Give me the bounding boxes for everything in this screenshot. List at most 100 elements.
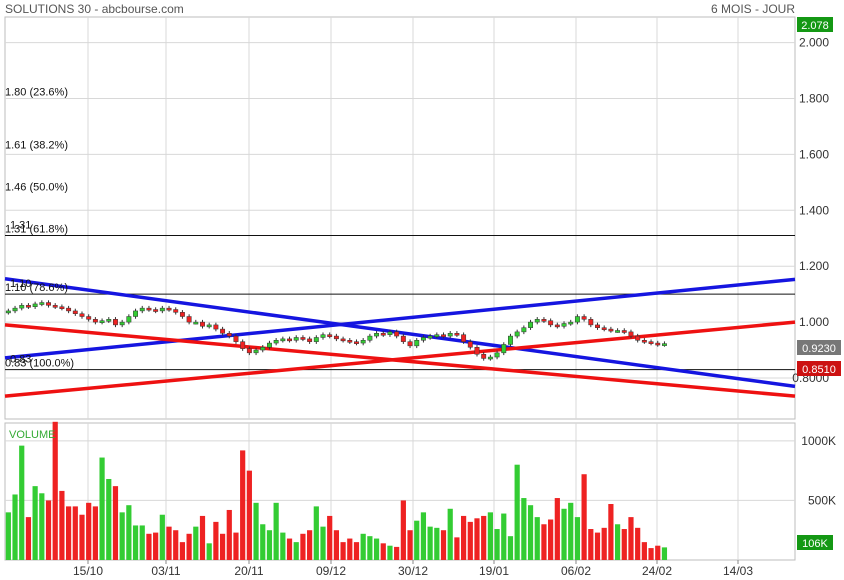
candle-body [554,324,560,328]
last-price-tag: 0.9230 [797,340,841,355]
volume-bar [199,515,206,560]
candle-body [354,341,359,344]
candle-body [246,348,252,354]
candle-body [25,305,31,308]
volume-bar [72,506,78,560]
candle-body [72,310,78,314]
volume-bar [581,474,587,560]
volume-bar [541,524,547,560]
candle-body [139,307,145,312]
volume-bar [400,500,406,560]
volume-bar [353,542,360,560]
candle-body [159,307,165,312]
candle-body [200,321,205,327]
price-tick-label: 2.000 [799,36,829,50]
volume-bar [19,445,25,560]
candle-body [534,319,540,323]
volume-bar [5,512,11,560]
volume-bar [79,514,85,560]
volume-bar [507,536,514,560]
volume-tick-label: 1000K [801,434,836,448]
volume-bar [286,538,293,560]
candle-body [360,340,366,344]
volume-last-tag: 106K [797,535,833,550]
candle-body [266,342,272,348]
candle-body [461,334,467,342]
date-tick-label: 14/03 [723,564,753,578]
volume-bar [146,533,152,560]
volume-bar [320,526,326,560]
candle-body [186,316,192,323]
chart-title: SOLUTIONS 30 - abcbourse.com [5,2,184,16]
candle-body [427,335,433,339]
candle-body [467,341,473,348]
candle-body [340,338,346,342]
candle-body [595,324,600,328]
candle-body [548,320,554,326]
volume-bar [514,464,520,560]
candle-body [387,331,393,335]
candle-body [119,321,125,326]
volume-bar [387,545,393,560]
volume-bar [621,529,627,560]
candle-body [528,321,534,328]
volume-bar [126,505,132,560]
candle-body [19,305,25,309]
volume-bar [119,512,125,560]
volume-bar [112,486,119,560]
candle-body [608,328,614,332]
price-tick-label: 1.800 [799,92,829,106]
volume-bar [641,542,647,560]
fibonacci-labels: 1.80 (23.6%) 1.61 (38.2%) 1.46 (50.0%) 1.31… [5,87,74,370]
volume-bar [440,530,447,560]
price-tick-label: 1.000 [799,315,829,329]
high-tag-bg [797,17,833,32]
candle-body [374,333,380,337]
volume-bar [66,506,72,560]
volume-bar [333,530,339,560]
candle-body [407,341,413,347]
candle-body [501,344,507,354]
candle-body [39,302,45,305]
volume-tag-value: 106K [802,538,828,550]
candle-body [661,343,667,346]
candle-body [193,321,199,325]
price-tick-label: 1.200 [799,259,829,273]
volume-bar [548,519,554,560]
candle-body [153,309,159,312]
candle-body [280,338,286,342]
volume-bar [206,543,212,560]
candle-body [320,334,326,338]
volume-bar [246,470,252,560]
candle-body [66,307,72,312]
candle-body [447,333,453,337]
volume-bar [414,520,420,560]
volume-bar [307,530,313,560]
candle-body [333,335,339,340]
volume-bar [240,450,246,560]
volume-bar [273,502,279,560]
candle-body [79,313,85,317]
volume-bar [12,494,18,560]
candle-body [146,307,152,311]
price-tick-label: 1.400 [799,203,829,217]
volume-bar [59,490,65,560]
volume-bar [635,527,641,560]
candle-body [434,334,440,337]
candle-body [487,356,493,360]
candle-body [454,333,460,336]
candle-body [253,349,259,354]
volume-bar [193,526,199,560]
volume-bar [427,526,433,560]
candle-body [481,353,487,359]
volume-bar [340,542,346,560]
volume-bar [186,533,192,560]
volume-bar [601,527,607,560]
ref-tag-value: 0.8510 [802,364,836,376]
candle-body [313,337,319,342]
high-price-tag: 2.078 [797,17,833,32]
volume-bar [347,538,353,560]
volume-bar [655,545,661,560]
volume-bar [420,512,427,560]
